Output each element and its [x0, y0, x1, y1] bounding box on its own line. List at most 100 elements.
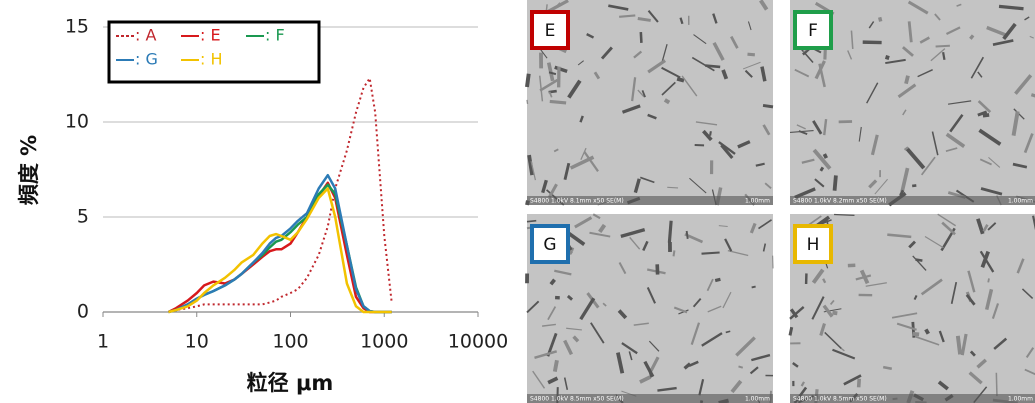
particle	[637, 17, 651, 22]
particle	[819, 323, 826, 336]
sem-caption: S4800 1.0kV 8.5mm x50 SE(M)	[793, 396, 887, 403]
particle	[749, 222, 757, 234]
particle	[912, 331, 920, 337]
particle	[579, 297, 596, 321]
particle	[950, 281, 958, 305]
particle	[567, 79, 582, 99]
particle	[865, 282, 887, 287]
particle	[903, 146, 909, 151]
particle	[814, 178, 825, 188]
particle	[960, 333, 968, 356]
x-tick-label: 10000	[448, 331, 508, 353]
particle	[589, 231, 611, 238]
particle	[751, 285, 756, 289]
particle	[947, 100, 972, 105]
particle	[977, 110, 988, 117]
particle	[979, 158, 992, 166]
panel-label: H	[807, 235, 820, 255]
particle	[552, 359, 559, 372]
particle	[822, 278, 827, 284]
particle	[572, 335, 580, 343]
particle	[832, 310, 838, 316]
particle	[526, 99, 529, 105]
particle	[701, 251, 720, 255]
particle	[639, 375, 652, 384]
particle	[870, 134, 879, 156]
particle	[641, 90, 646, 98]
particle	[661, 43, 668, 63]
caption-bar	[790, 394, 1035, 403]
particle	[822, 304, 834, 318]
particle	[698, 378, 705, 396]
y-tick-label: 0	[77, 301, 89, 323]
particle	[542, 323, 556, 327]
particle	[692, 297, 702, 308]
sem-caption: S4800 1.0kV 8.5mm x50 SE(M)	[530, 396, 624, 403]
particle	[695, 121, 718, 126]
particle	[866, 82, 879, 104]
particle	[819, 166, 825, 172]
particle	[945, 147, 958, 152]
particle	[919, 36, 930, 44]
particle	[896, 322, 917, 331]
particle	[937, 213, 957, 227]
x-tick-label: 100	[272, 331, 308, 353]
legend-label: : G	[135, 50, 158, 69]
particle	[992, 39, 1014, 46]
particle	[725, 330, 731, 334]
particle	[1023, 133, 1034, 154]
particle	[621, 342, 638, 355]
particle	[930, 48, 946, 62]
particle	[735, 336, 756, 357]
particle	[525, 73, 531, 88]
particle	[639, 176, 655, 184]
particle	[586, 32, 595, 39]
series-line	[168, 187, 392, 314]
particle	[850, 30, 854, 49]
particle	[577, 60, 584, 66]
particle	[718, 141, 736, 155]
particle	[730, 35, 739, 49]
particle	[705, 64, 721, 69]
particle	[986, 25, 1009, 38]
particle	[592, 213, 601, 220]
particle	[955, 335, 963, 355]
particle	[720, 144, 734, 159]
particle	[998, 4, 1024, 11]
particle	[541, 179, 548, 194]
particle	[553, 148, 559, 153]
particle	[526, 300, 540, 314]
particle	[534, 350, 558, 360]
particle	[742, 61, 761, 70]
particle	[691, 56, 715, 72]
particle	[924, 236, 944, 249]
particle	[920, 278, 943, 296]
particle	[885, 58, 906, 65]
panel-label-box	[530, 224, 570, 264]
series-line	[168, 77, 393, 313]
particle	[602, 302, 607, 307]
particle	[762, 243, 767, 252]
sem-scale: 1.00mm	[745, 396, 770, 403]
particle	[987, 278, 990, 283]
panel-label: E	[545, 21, 556, 41]
particle	[796, 124, 806, 130]
particle	[527, 154, 535, 176]
particle	[914, 335, 940, 346]
particle	[811, 268, 825, 284]
particle	[648, 340, 660, 352]
particle	[673, 306, 688, 314]
x-tick-label: 1	[97, 331, 109, 353]
panel-label: F	[808, 21, 818, 41]
particle	[590, 322, 605, 344]
particle	[751, 353, 771, 362]
particle	[646, 286, 656, 304]
particle	[580, 147, 587, 160]
particle	[549, 278, 556, 286]
particle	[1030, 93, 1035, 98]
particle	[549, 99, 567, 105]
panel-label: G	[543, 235, 556, 255]
panel-label-box	[530, 10, 570, 50]
particle	[967, 270, 976, 293]
particle	[822, 153, 828, 159]
